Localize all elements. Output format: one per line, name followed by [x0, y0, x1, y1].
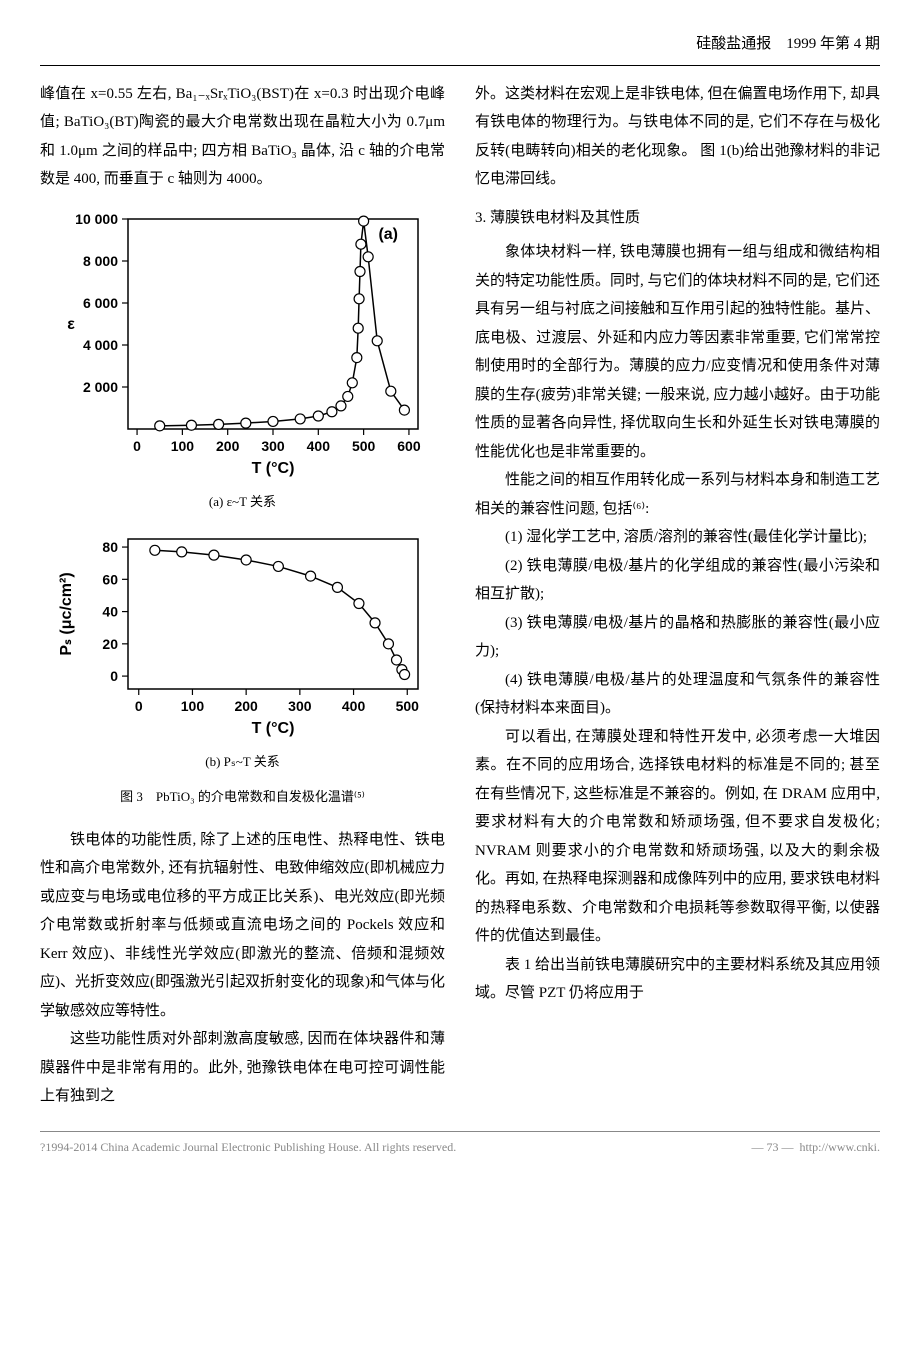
page-header: 硅酸盐通报 1999 年第 4 期: [40, 30, 880, 66]
footer-copyright: ?1994-2014 China Academic Journal Electr…: [40, 1136, 456, 1159]
svg-text:500: 500: [395, 698, 419, 714]
svg-text:ε: ε: [67, 316, 75, 333]
svg-text:0: 0: [110, 668, 118, 684]
left-p1: 峰值在 x=0.55 左右, Ba₁₋ₓSrₓTiO₃(BST)在 x=0.3 …: [40, 80, 445, 194]
figure-3-caption: 图 3 PbTiO₃ 的介电常数和自发极化温谱⁽⁵⁾: [40, 785, 445, 810]
right-li2: (2) 铁电薄膜/电极/基片的化学组成的兼容性(最小污染和相互扩散);: [475, 552, 880, 609]
right-p1: 外。这类材料在宏观上是非铁电体, 但在偏置电场作用下, 却具有铁电体的物理行为。…: [475, 80, 880, 194]
left-p3: 这些功能性质对外部刺激高度敏感, 因而在体块器件和薄膜器件中是非常有用的。此外,…: [40, 1025, 445, 1111]
right-column: 外。这类材料在宏观上是非铁电体, 但在偏置电场作用下, 却具有铁电体的物理行为。…: [475, 80, 880, 1111]
svg-text:6 000: 6 000: [82, 295, 117, 311]
caption-3a: (a) ε~T 关系: [40, 490, 445, 515]
svg-text:8 000: 8 000: [82, 253, 117, 269]
svg-text:400: 400: [306, 438, 330, 454]
svg-text:T (°C): T (°C): [251, 720, 294, 737]
left-column: 峰值在 x=0.55 左右, Ba₁₋ₓSrₓTiO₃(BST)在 x=0.3 …: [40, 80, 445, 1111]
right-p2: 象体块材料一样, 铁电薄膜也拥有一组与组成和微结构相关的特定功能性质。同时, 与…: [475, 238, 880, 466]
svg-text:2 000: 2 000: [82, 379, 117, 395]
svg-text:300: 300: [288, 698, 312, 714]
svg-text:(a): (a): [378, 226, 398, 243]
svg-text:T (°C): T (°C): [251, 460, 294, 477]
svg-text:500: 500: [351, 438, 375, 454]
svg-text:0: 0: [133, 438, 141, 454]
svg-text:100: 100: [170, 438, 194, 454]
right-p4: 可以看出, 在薄膜处理和特性开发中, 必须考虑一大堆因素。在不同的应用场合, 选…: [475, 723, 880, 951]
svg-text:100: 100: [180, 698, 204, 714]
figure-3b: 0 100 200 300 400 500 0 20 40 60 80 T (°C) Pₛ (μc/cm…: [40, 524, 445, 744]
footer-url: http://www.cnki.: [799, 1140, 880, 1154]
left-p2: 铁电体的功能性质, 除了上述的压电性、热释电性、铁电性和高介电常数外, 还有抗辐…: [40, 826, 445, 1026]
svg-text:80: 80: [102, 539, 118, 555]
footer-page: — 73 —: [751, 1140, 793, 1154]
section-3-title: 3. 薄膜铁电材料及其性质: [475, 204, 880, 233]
svg-text:600: 600: [397, 438, 421, 454]
right-li4: (4) 铁电薄膜/电极/基片的处理温度和气氛条件的兼容性(保持材料本来面目)。: [475, 666, 880, 723]
right-p5: 表 1 给出当前铁电薄膜研究中的主要材料系统及其应用领域。尽管 PZT 仍将应用…: [475, 951, 880, 1008]
right-p3: 性能之间的相互作用转化成一系列与材料本身和制造工艺相关的兼容性问题, 包括⁽⁶⁾…: [475, 466, 880, 523]
issue-label: 1999 年第 4 期: [786, 36, 880, 52]
svg-text:60: 60: [102, 572, 118, 588]
page-footer: ?1994-2014 China Academic Journal Electr…: [40, 1131, 880, 1159]
journal-name: 硅酸盐通报: [696, 36, 771, 52]
svg-text:40: 40: [102, 604, 118, 620]
svg-text:Pₛ (μc/cm²): Pₛ (μc/cm²): [58, 573, 75, 656]
svg-text:4 000: 4 000: [82, 337, 117, 353]
figure-3a: 0 100 200 300 400 500 600 2 000 4 000 6 000 8 000 1…: [40, 204, 445, 484]
svg-text:0: 0: [134, 698, 142, 714]
svg-text:200: 200: [216, 438, 240, 454]
svg-text:300: 300: [261, 438, 285, 454]
svg-text:10 000: 10 000: [75, 211, 118, 227]
right-li1: (1) 湿化学工艺中, 溶质/溶剂的兼容性(最佳化学计量比);: [475, 523, 880, 552]
svg-text:20: 20: [102, 636, 118, 652]
svg-text:400: 400: [341, 698, 365, 714]
svg-text:200: 200: [234, 698, 258, 714]
right-li3: (3) 铁电薄膜/电极/基片的晶格和热膨胀的兼容性(最小应力);: [475, 609, 880, 666]
caption-3b: (b) Pₛ~T 关系: [40, 750, 445, 775]
